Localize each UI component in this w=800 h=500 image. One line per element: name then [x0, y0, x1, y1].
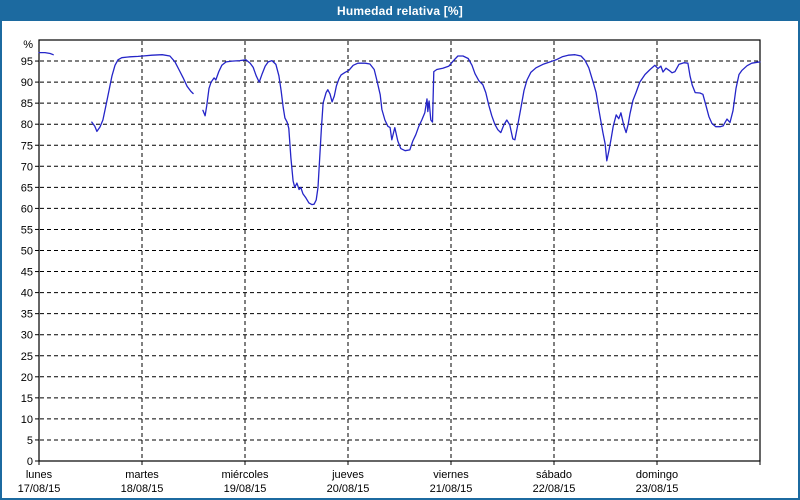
y-axis-label: 45	[21, 267, 33, 279]
x-axis-date-label: 23/08/15	[636, 483, 679, 495]
x-axis-date-label: 17/08/15	[18, 483, 61, 495]
x-axis-date-label: 21/08/15	[430, 483, 473, 495]
y-axis-label: 5	[27, 435, 33, 447]
y-axis-label: 20	[21, 372, 33, 384]
x-axis-day-label: lunes	[26, 469, 53, 481]
y-axis-unit-label: %	[23, 39, 33, 51]
y-axis-label: 65	[21, 182, 33, 194]
x-axis-day-label: martes	[125, 469, 159, 481]
y-axis-label: 90	[21, 77, 33, 89]
y-axis-label: 35	[21, 309, 33, 321]
y-axis-label: 25	[21, 351, 33, 363]
x-axis-day-label: sábado	[536, 469, 572, 481]
x-axis-day-label: domingo	[636, 469, 678, 481]
y-axis-label: 70	[21, 161, 33, 173]
x-axis-day-label: jueves	[331, 469, 364, 481]
x-axis-day-label: viernes	[433, 469, 469, 481]
y-axis-label: 95	[21, 56, 33, 68]
x-axis-date-label: 20/08/15	[327, 483, 370, 495]
chart-title: Humedad relativa [%]	[336, 3, 464, 18]
x-axis-date-label: 18/08/15	[121, 483, 164, 495]
y-axis-label: 55	[21, 224, 33, 236]
y-axis-label: 10	[21, 414, 33, 426]
y-axis-label: 50	[21, 246, 33, 258]
y-axis-label: 30	[21, 330, 33, 342]
x-axis-date-label: 22/08/15	[533, 483, 576, 495]
y-axis-label: 80	[21, 119, 33, 131]
y-axis-label: 85	[21, 98, 33, 110]
y-axis-label: 75	[21, 140, 33, 152]
y-axis-label: 60	[21, 203, 33, 215]
title-bar: Humedad relativa [%]	[0, 0, 800, 21]
x-axis-date-label: 19/08/15	[224, 483, 267, 495]
y-axis-label: 40	[21, 288, 33, 300]
humidity-series-line	[38, 51, 761, 206]
x-axis-day-label: miércoles	[221, 469, 269, 481]
y-axis-label: 0	[27, 456, 33, 468]
y-axis-label: 15	[21, 393, 33, 405]
